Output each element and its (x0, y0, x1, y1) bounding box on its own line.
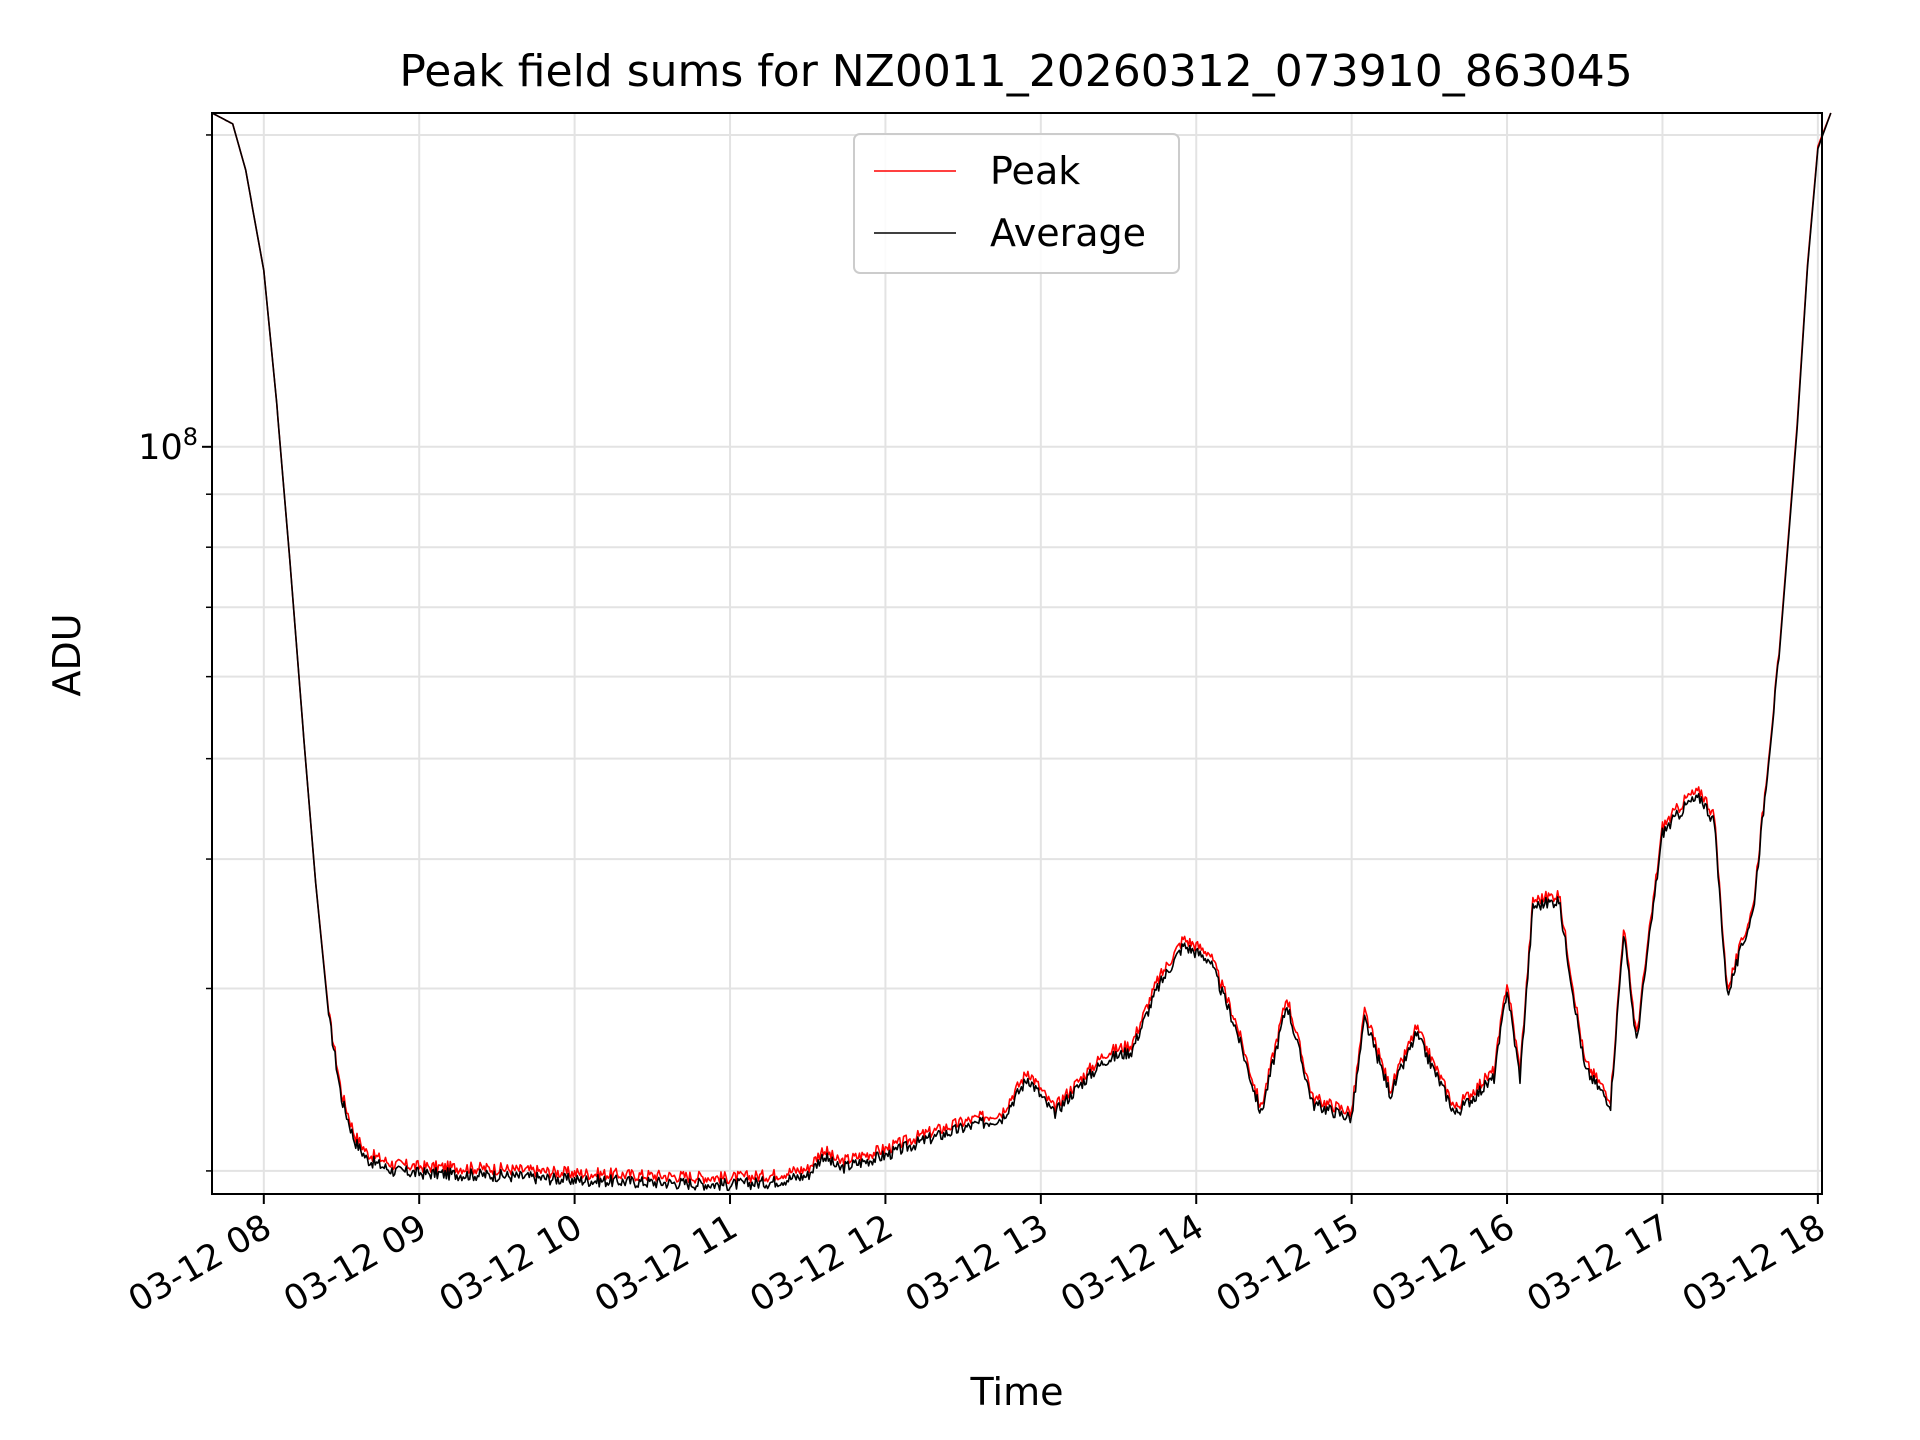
plot-frame (211, 112, 1823, 1195)
legend-label-average: Average (990, 211, 1146, 255)
legend: Peak Average (853, 133, 1180, 274)
series-line-average (211, 112, 1832, 1192)
legend-box (853, 133, 1180, 274)
series-layer (211, 112, 1832, 1192)
y-tick-label: 108 (138, 423, 198, 468)
grid-lines (212, 113, 1822, 1194)
x-axis-label: Time (970, 1370, 1064, 1414)
legend-label-peak: Peak (990, 149, 1080, 193)
y-axis-label: ADU (45, 613, 89, 696)
chart-title: Peak field sums for NZ0011_20260312_0739… (399, 46, 1632, 97)
